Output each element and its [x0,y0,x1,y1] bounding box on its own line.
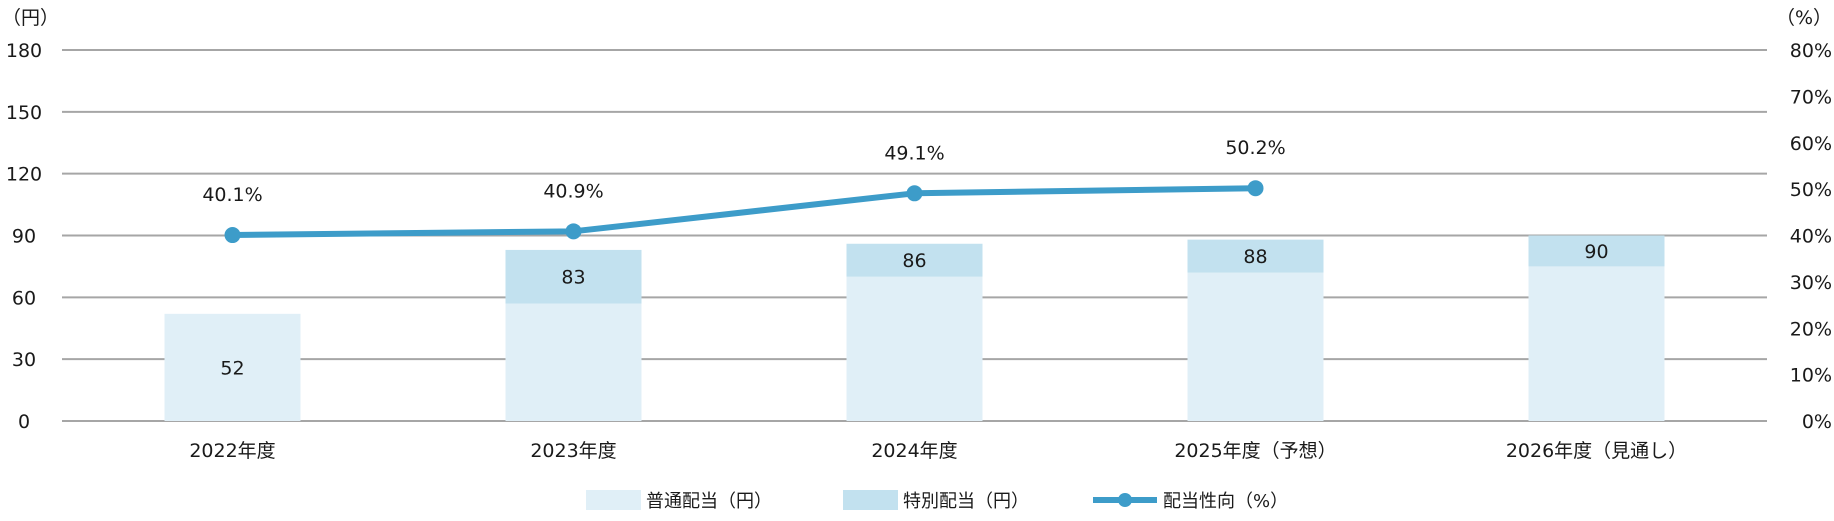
bar-total-label: 52 [220,357,244,379]
legend-label: 特別配当（円） [903,491,1029,512]
bar-total-label: 88 [1243,246,1267,268]
x-category-label: 2025年度（予想） [1174,440,1336,462]
legend: 普通配当（円） 特別配当（円） 配当性向（%） [586,490,1288,512]
bars [164,235,1665,421]
bar-segment [164,313,301,421]
y-right-tick-label: 60% [1790,133,1832,155]
y-right-tick-label: 0% [1802,411,1832,433]
x-category-label: 2022年度 [189,440,275,462]
payout-label: 50.2% [1225,137,1285,159]
y-left-unit-label: （円） [2,7,59,29]
bar-segment [1528,266,1665,421]
y-right-tick-label: 80% [1790,40,1832,62]
payout-label: 49.1% [884,142,944,164]
y-right-tick-label: 10% [1790,365,1832,387]
y-left-tick-label: 90 [12,226,36,248]
payout-ratio-line [224,180,1264,244]
bar-total-label: 90 [1584,241,1608,263]
legend-label: 配当性向（%） [1163,491,1288,512]
axes: 0 30 60 90 120 150 180 0% 10% 20% 30% 40% 50% 60% 70% 8… [2,7,1832,462]
payout-point [224,227,241,244]
y-left-tick-label: 0 [18,411,30,433]
x-category-label: 2026年度（見通し） [1506,440,1687,462]
payout-point [565,223,582,240]
y-left-tick-label: 60 [12,287,36,309]
y-right-tick-label: 50% [1790,179,1832,201]
bar-segment [846,276,983,421]
y-left-tick-label: 150 [6,102,42,124]
bar-total-label: 83 [561,267,585,289]
bar-segment [505,303,642,421]
y-right-unit-label: （%） [1776,7,1832,29]
y-left-tick-label: 180 [6,40,42,62]
bar-segment [1528,235,1665,267]
y-right-tick-label: 40% [1790,226,1832,248]
y-right-tick-label: 20% [1790,318,1832,340]
legend-swatch [843,490,898,510]
x-category-label: 2023年度 [530,440,616,462]
payout-label: 40.9% [543,180,603,202]
y-left-tick-label: 120 [6,164,42,186]
x-category-label: 2024年度 [871,440,957,462]
bar-segment [505,249,642,304]
legend-swatch-marker [1118,493,1132,507]
payout-label: 40.1% [202,184,262,206]
payout-line-path [232,185,1256,239]
y-left-tick-label: 30 [12,349,36,371]
bar-segment [1187,239,1324,273]
legend-label: 普通配当（円） [646,491,772,512]
legend-swatch [586,490,641,510]
data-labels: 52 83 86 88 90 40.1% 40.9% 49.1% 50.2% [202,137,1608,379]
y-right-tick-label: 30% [1790,272,1832,294]
payout-point [1247,180,1264,197]
y-right-tick-label: 70% [1790,86,1832,108]
bar-segment [1187,272,1324,421]
payout-point [906,185,923,202]
bar-total-label: 86 [902,250,926,272]
bar-segment [846,243,983,277]
